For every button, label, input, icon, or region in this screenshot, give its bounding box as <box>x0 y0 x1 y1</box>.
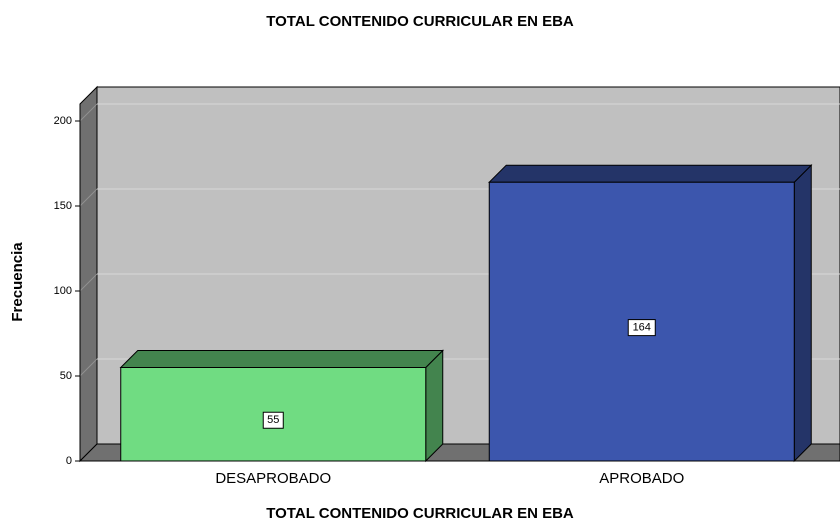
bar-top <box>488 164 813 183</box>
bar-side <box>793 163 812 463</box>
bar-top <box>119 350 444 368</box>
y-tick-label: 100 <box>54 285 72 297</box>
y-tick-label: 0 <box>66 455 72 467</box>
left-wall <box>79 85 98 463</box>
grid-line <box>79 103 98 122</box>
bar <box>488 163 813 463</box>
value-label: 164 <box>633 322 651 334</box>
y-tick-label: 200 <box>54 115 72 127</box>
y-axis-title: Frecuencia <box>9 242 26 322</box>
value-label-box <box>627 319 656 337</box>
grid-line <box>79 188 98 207</box>
grid-line <box>79 358 98 377</box>
y-tick-label: 50 <box>60 370 72 382</box>
bar <box>119 349 444 463</box>
value-label: 55 <box>267 414 279 426</box>
x-tick-label: APROBADO <box>599 470 684 487</box>
grid-line <box>79 273 98 292</box>
x-axis-title: TOTAL CONTENIDO CURRICULAR EN EBA <box>266 505 574 522</box>
y-tick-label: 150 <box>54 200 72 212</box>
chart-title: TOTAL CONTENIDO CURRICULAR EN EBA <box>266 13 574 30</box>
bar-side <box>425 349 444 463</box>
value-label-box <box>262 411 284 429</box>
x-tick-label: DESAPROBADO <box>215 470 331 487</box>
